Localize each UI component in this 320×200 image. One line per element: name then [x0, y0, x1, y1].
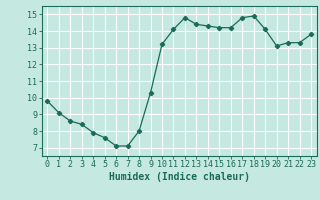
X-axis label: Humidex (Indice chaleur): Humidex (Indice chaleur)	[109, 172, 250, 182]
